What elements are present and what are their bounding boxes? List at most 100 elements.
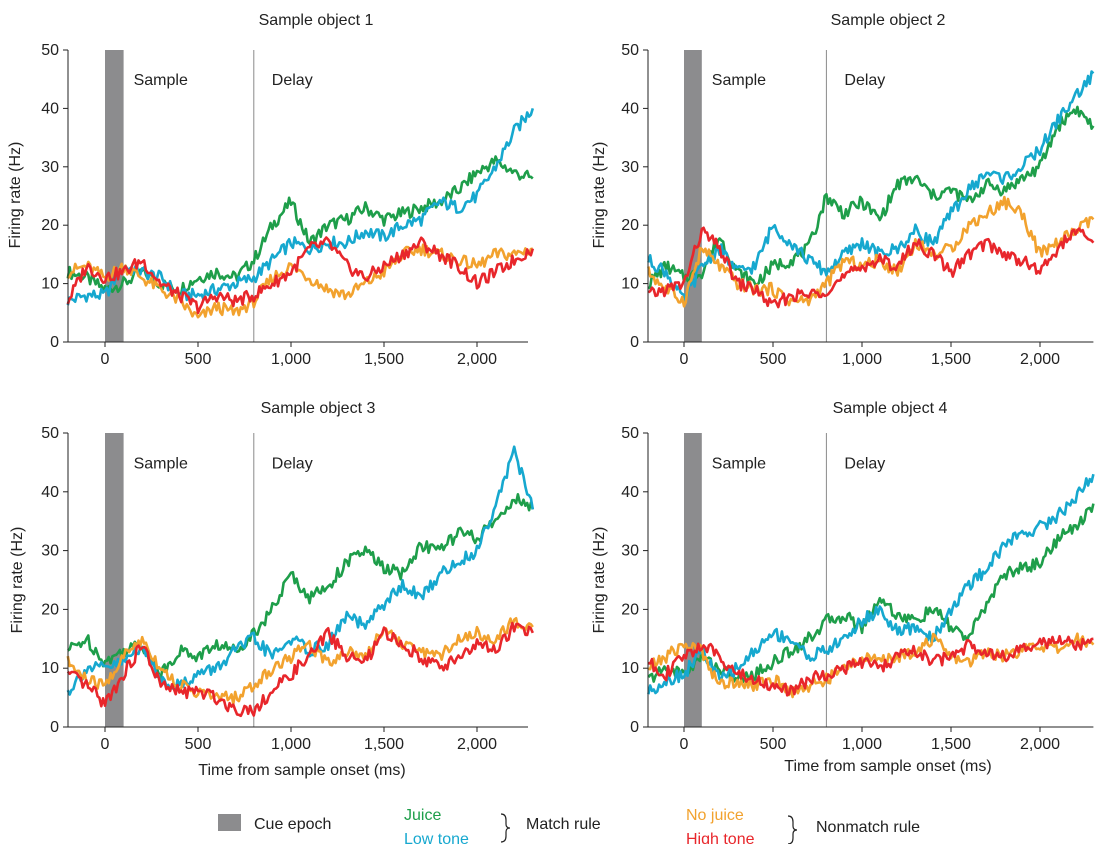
series-line-high-tone bbox=[647, 226, 1095, 309]
y-tick-label: 30 bbox=[621, 159, 639, 176]
y-tick-label: 50 bbox=[621, 425, 639, 442]
x-tick-label: 2,000 bbox=[1020, 736, 1060, 753]
epoch-labels: Sample Delay bbox=[134, 455, 313, 472]
y-tick-label: 30 bbox=[621, 543, 639, 560]
series-group bbox=[66, 108, 535, 319]
y-tick-label: 40 bbox=[41, 100, 59, 117]
legend-cue-epoch-label: Cue epoch bbox=[254, 816, 331, 833]
panel-title: Sample object 3 bbox=[261, 400, 376, 417]
legend: Cue epoch Juice Low tone Match rule No j… bbox=[218, 807, 920, 844]
y-tick-label: 0 bbox=[50, 334, 59, 351]
x-tick-label: 1,000 bbox=[271, 351, 311, 368]
legend-juice-label: Juice bbox=[404, 807, 441, 824]
x-tick-label: 1,500 bbox=[364, 351, 404, 368]
legend-nonmatch-brace bbox=[787, 815, 798, 844]
y-tick-label: 50 bbox=[41, 425, 59, 442]
panel-title: Sample object 1 bbox=[259, 12, 374, 29]
x-tick-label: 2,000 bbox=[457, 351, 497, 368]
y-tick-label: 0 bbox=[630, 719, 639, 736]
legend-high-tone-label: High tone bbox=[686, 831, 755, 844]
y-tick-label: 20 bbox=[621, 217, 639, 234]
y-tick-label: 40 bbox=[621, 484, 639, 501]
series-line-high-tone bbox=[648, 634, 1094, 697]
cue-epoch-bar bbox=[684, 433, 702, 727]
series-group bbox=[647, 70, 1095, 309]
epoch-label-delay: Delay bbox=[844, 455, 885, 472]
series-group bbox=[647, 473, 1095, 699]
y-tick-label: 10 bbox=[621, 660, 639, 677]
series-line-juice bbox=[647, 105, 1095, 290]
cue-epoch-bar bbox=[105, 50, 124, 342]
y-tick-label: 10 bbox=[621, 276, 639, 293]
cue-epoch-rect bbox=[684, 433, 702, 727]
epoch-label-delay: Delay bbox=[844, 72, 885, 89]
x-tick-label: 1,000 bbox=[842, 736, 882, 753]
x-tick-label: 1,000 bbox=[271, 736, 311, 753]
x-tick-label: 500 bbox=[760, 351, 787, 368]
x-tick-label: 1,500 bbox=[364, 736, 404, 753]
series-line-high-tone bbox=[66, 236, 535, 315]
y-tick-label: 20 bbox=[41, 217, 59, 234]
epoch-label-sample: Sample bbox=[712, 72, 766, 89]
x-tick-label: 500 bbox=[760, 736, 787, 753]
y-tick-label: 50 bbox=[41, 42, 59, 59]
y-tick-label: 20 bbox=[621, 601, 639, 618]
epoch-label-sample: Sample bbox=[134, 455, 188, 472]
panel-sample-object-3: Sample object 3 Firing rate (Hz) Time fr… bbox=[9, 400, 535, 779]
series-group bbox=[66, 445, 535, 718]
y-tick-label: 0 bbox=[50, 719, 59, 736]
panel-sample-object-1: Sample object 1 Firing rate (Hz) Sample D… bbox=[7, 12, 535, 368]
x-tick-label: 0 bbox=[680, 736, 689, 753]
legend-match-rule-label: Match rule bbox=[526, 816, 601, 833]
epoch-labels: Sample Delay bbox=[134, 72, 313, 89]
series-line-no-juice bbox=[67, 243, 534, 319]
x-axis-label: Time from sample onset (ms) bbox=[784, 758, 991, 775]
series-line-low-tone bbox=[66, 445, 535, 696]
panel-sample-object-2: Sample object 2 Firing rate (Hz) Sample D… bbox=[591, 12, 1095, 368]
panel-title: Sample object 2 bbox=[831, 12, 946, 29]
series-line-no-juice bbox=[647, 195, 1095, 308]
y-tick-label: 10 bbox=[41, 276, 59, 293]
x-tick-label: 2,000 bbox=[1020, 351, 1060, 368]
epoch-label-delay: Delay bbox=[272, 72, 313, 89]
legend-no-juice-label: No juice bbox=[686, 807, 744, 824]
y-axis-label: Firing rate (Hz) bbox=[591, 527, 608, 634]
x-tick-label: 0 bbox=[101, 351, 110, 368]
y-tick-label: 30 bbox=[41, 543, 59, 560]
series-line-no-juice bbox=[66, 617, 534, 706]
epoch-labels: Sample Delay bbox=[712, 72, 886, 89]
epoch-label-sample: Sample bbox=[134, 72, 188, 89]
y-tick-label: 0 bbox=[630, 334, 639, 351]
y-axis-label: Firing rate (Hz) bbox=[7, 142, 24, 249]
series-line-low-tone bbox=[647, 473, 1095, 695]
epoch-labels: Sample Delay bbox=[712, 455, 886, 472]
legend-cue-epoch-swatch bbox=[218, 814, 241, 831]
y-tick-label: 40 bbox=[41, 484, 59, 501]
y-axis-label: Firing rate (Hz) bbox=[9, 527, 26, 634]
y-axis-label: Firing rate (Hz) bbox=[591, 142, 608, 249]
x-axis-label: Time from sample onset (ms) bbox=[198, 762, 405, 779]
y-tick-label: 30 bbox=[41, 159, 59, 176]
y-tick-label: 40 bbox=[621, 100, 639, 117]
x-tick-label: 0 bbox=[101, 736, 110, 753]
x-tick-label: 0 bbox=[680, 351, 689, 368]
y-tick-label: 50 bbox=[621, 42, 639, 59]
panel-sample-object-4: Sample object 4 Firing rate (Hz) Time fr… bbox=[591, 400, 1095, 775]
x-tick-label: 1,500 bbox=[931, 736, 971, 753]
series-line-low-tone bbox=[647, 70, 1095, 303]
y-tick-label: 10 bbox=[41, 660, 59, 677]
x-tick-label: 1,000 bbox=[842, 351, 882, 368]
x-tick-label: 500 bbox=[185, 736, 212, 753]
x-tick-label: 500 bbox=[185, 351, 212, 368]
series-line-high-tone bbox=[66, 621, 534, 718]
x-tick-label: 2,000 bbox=[457, 736, 497, 753]
x-tick-label: 1,500 bbox=[931, 351, 971, 368]
legend-nonmatch-rule-label: Nonmatch rule bbox=[816, 819, 920, 836]
legend-low-tone-label: Low tone bbox=[404, 831, 469, 844]
y-tick-label: 20 bbox=[41, 601, 59, 618]
